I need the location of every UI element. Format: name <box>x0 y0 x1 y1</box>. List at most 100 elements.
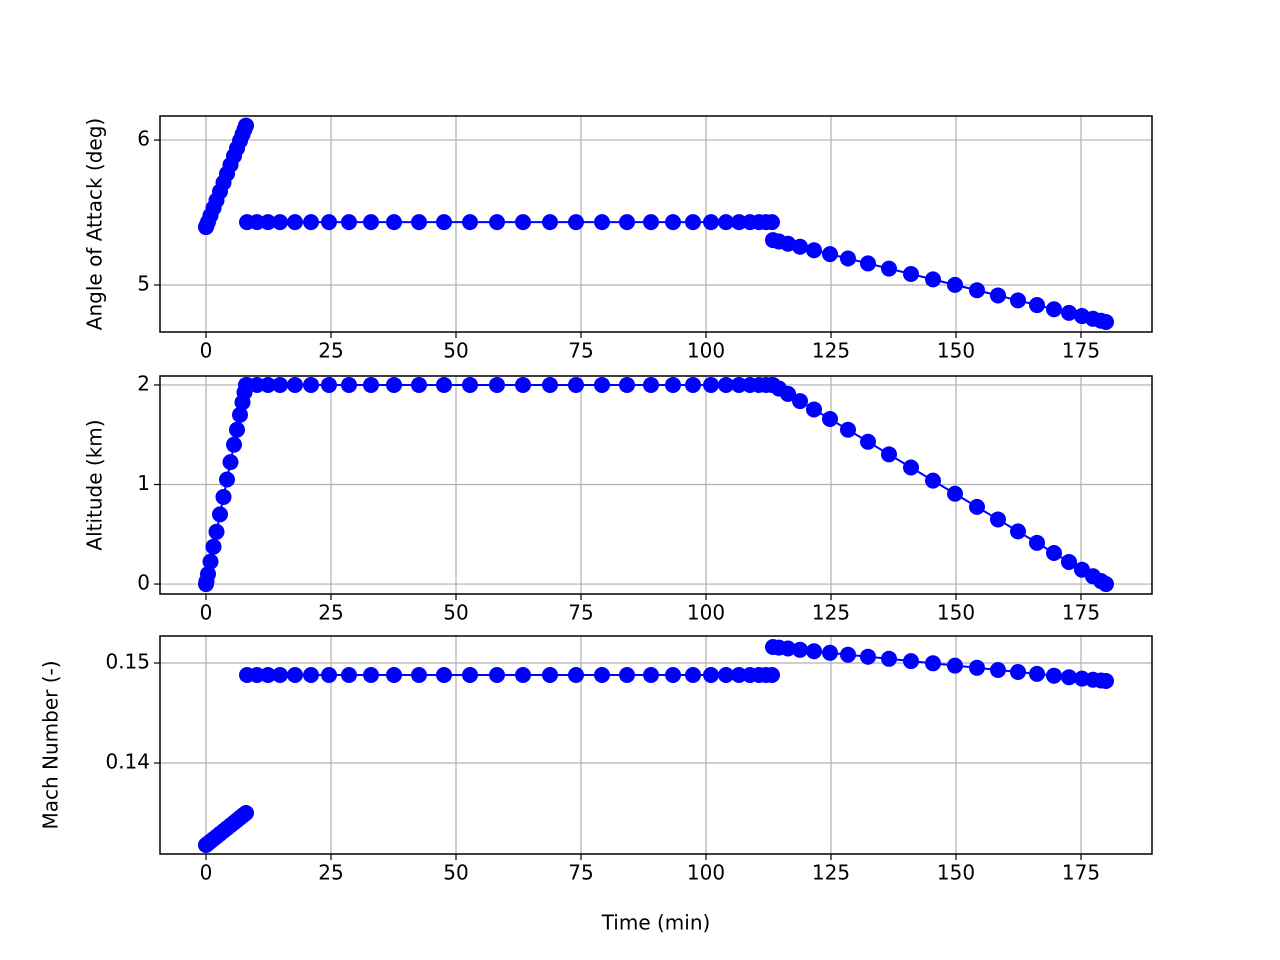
x-tick-label: 25 <box>318 601 343 625</box>
x-tick-label: 175 <box>1062 339 1100 363</box>
x-tick-label: 150 <box>937 339 975 363</box>
marker <box>260 376 276 393</box>
axes-frame <box>159 635 1153 855</box>
marker <box>903 266 919 283</box>
marker <box>238 117 254 134</box>
marker <box>1046 544 1062 561</box>
marker <box>925 271 941 288</box>
marker <box>1029 665 1045 682</box>
y-tick-label: 0.14 <box>105 750 150 774</box>
y-axis-label: Angle of Attack (deg) <box>83 118 107 330</box>
marker <box>718 214 734 231</box>
marker <box>860 648 876 665</box>
marker <box>969 659 985 676</box>
marker <box>568 214 584 231</box>
x-tick-label: 100 <box>687 601 725 625</box>
marker <box>462 376 478 393</box>
x-tick-label: 150 <box>937 601 975 625</box>
x-axis-label: Time (min) <box>601 911 711 935</box>
marker <box>731 214 747 231</box>
axes-frame <box>159 115 1153 333</box>
marker <box>436 667 452 683</box>
marker <box>594 667 610 683</box>
marker <box>1029 534 1045 551</box>
marker <box>792 641 808 658</box>
marker <box>1010 523 1026 540</box>
marker <box>643 376 659 393</box>
y-tick-label: 5 <box>137 272 150 296</box>
marker <box>568 667 584 683</box>
marker <box>1010 664 1026 680</box>
marker <box>363 214 379 231</box>
y-tick-label: 0 <box>137 571 150 595</box>
marker <box>806 401 822 418</box>
marker <box>860 433 876 450</box>
marker <box>703 214 719 231</box>
marker <box>272 667 288 683</box>
marker <box>619 214 635 231</box>
marker <box>321 667 337 683</box>
marker <box>287 376 303 393</box>
x-tick-label: 75 <box>568 861 593 885</box>
marker <box>860 255 876 272</box>
marker <box>489 376 505 393</box>
marker <box>542 376 558 393</box>
y-axis-label: Mach Number (-) <box>39 660 63 829</box>
marker <box>718 667 734 683</box>
marker <box>515 376 531 393</box>
x-tick-label: 100 <box>687 339 725 363</box>
marker <box>822 246 838 263</box>
marker <box>619 667 635 683</box>
marker <box>990 511 1006 528</box>
marker <box>764 214 780 231</box>
marker <box>249 667 265 683</box>
marker <box>303 214 319 231</box>
x-tick-label: 125 <box>812 601 850 625</box>
marker <box>881 260 897 277</box>
marker <box>731 376 747 393</box>
marker <box>272 214 288 231</box>
marker <box>568 376 584 393</box>
marker <box>822 644 838 661</box>
marker <box>222 454 239 471</box>
marker <box>411 214 427 231</box>
marker <box>1029 297 1045 314</box>
marker <box>685 667 701 683</box>
y-tick-label: 6 <box>137 127 150 151</box>
marker <box>1046 301 1062 318</box>
marker <box>386 667 402 683</box>
marker <box>947 657 963 674</box>
marker <box>1098 673 1114 689</box>
marker <box>990 662 1006 678</box>
marker <box>969 282 985 299</box>
marker <box>643 214 659 231</box>
marker <box>363 667 379 683</box>
marker <box>1098 576 1114 593</box>
marker <box>665 214 681 231</box>
marker <box>792 238 808 255</box>
marker <box>363 376 379 393</box>
marker <box>792 393 808 410</box>
marker <box>260 214 276 231</box>
marker <box>643 667 659 683</box>
marker <box>840 421 856 438</box>
x-tick-label: 50 <box>443 601 468 625</box>
marker <box>703 376 719 393</box>
marker <box>238 805 254 821</box>
x-tick-label: 125 <box>812 861 850 885</box>
marker <box>780 235 796 252</box>
x-tick-label: 175 <box>1062 861 1100 885</box>
marker <box>321 214 337 231</box>
marker <box>840 250 856 267</box>
marker <box>731 667 747 683</box>
axes-frame <box>159 375 1153 595</box>
marker <box>436 214 452 231</box>
marker <box>1098 313 1114 330</box>
marker <box>780 385 796 402</box>
x-tick-label: 0 <box>200 601 213 625</box>
marker <box>436 376 452 393</box>
marker <box>840 646 856 663</box>
marker <box>665 376 681 393</box>
marker <box>200 566 216 583</box>
